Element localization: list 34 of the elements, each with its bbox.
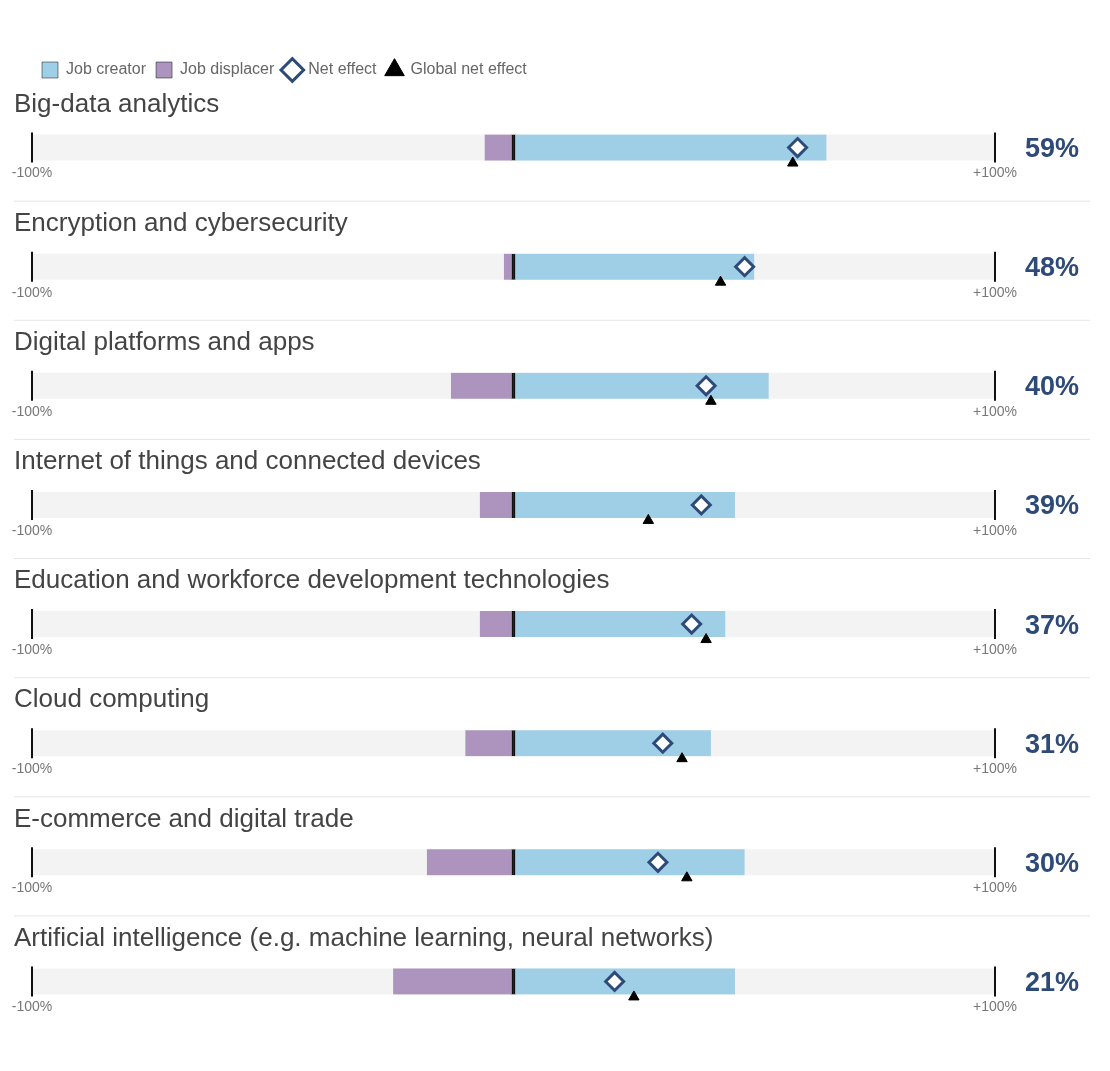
y-tick-label: Encryption and cybersecurity [14,206,348,237]
data-label: 40% [1025,371,1080,402]
text: -100% [11,879,53,896]
data-label: 39% [1025,490,1080,521]
legend-label: Global net effect [410,60,528,78]
y-tick-label: Digital platforms and apps [14,326,315,357]
legend-label: Net effect [308,60,378,78]
text: +100% [973,164,1017,181]
text: +100% [973,521,1017,538]
data-label: 37% [1025,609,1080,640]
y-tick-label: Big-data analytics [14,87,220,118]
data-label: 21% [1025,966,1080,997]
text: +100% [973,640,1017,657]
data-label: 48% [1025,252,1080,283]
text: +100% [973,879,1017,896]
text: +100% [973,283,1017,300]
y-tick-label: Cloud computing [14,683,210,714]
text: +100% [973,402,1017,419]
data-label: 31% [1025,728,1080,759]
text: -100% [11,283,53,300]
text: -100% [11,640,53,657]
y-tick-label: E-commerce and digital trade [14,802,354,833]
text: -100% [11,164,53,181]
text: -100% [11,402,53,419]
text: -100% [11,760,53,777]
y-tick-label: Education and workforce development technologies [14,564,610,595]
data-label: 59% [1025,133,1080,164]
text: -100% [11,521,53,538]
legend-label: Job displacer [180,60,275,78]
data-label: 30% [1025,847,1080,878]
y-tick-label: Internet of things and connected devices [14,445,481,476]
y-tick-label: Artificial intelligence (e.g. machine learning, neural networks) [14,921,714,952]
text: +100% [973,760,1017,777]
legend-label: Job creator [66,60,147,78]
